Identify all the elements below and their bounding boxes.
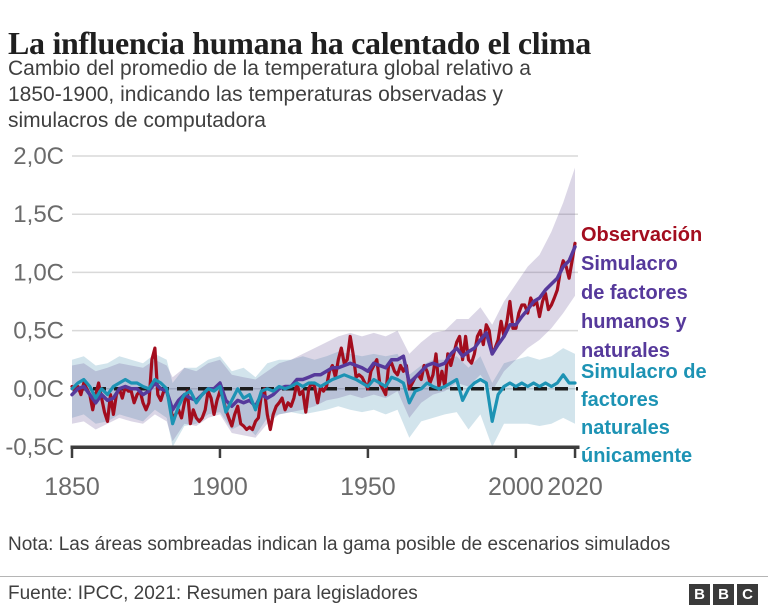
footer-divider [0,576,768,577]
svg-text:1950: 1950 [340,473,396,501]
svg-text:1900: 1900 [192,473,248,501]
svg-text:1,5C: 1,5C [13,201,64,228]
footnote: Nota: Las áreas sombreadas indican la ga… [8,534,671,555]
y-tick-labels: 2,0C 1,5C 1,0C 0,5C 0,0C -0,5C [5,143,64,461]
band-rango-simulado-naturales [72,348,575,447]
legend-simulacro-naturales: Simulacro de factores naturales únicamen… [581,361,707,467]
x-tick-labels: 1850 1900 1950 2000 2020 [44,473,603,501]
svg-text:-0,5C: -0,5C [5,434,64,461]
svg-text:0,0C: 0,0C [13,376,64,403]
line-simulacro-naturales [70,373,577,426]
legend-observacion: Observación [581,224,703,246]
bbc-logo-letter: B [689,583,710,605]
bbc-logo-letter: B [713,583,734,605]
svg-text:0,5C: 0,5C [13,318,64,345]
x-axis [70,445,580,458]
band-rango-simulado-humanos-naturales [72,167,575,442]
bbc-logo-letter: C [737,583,758,605]
scenario-bands [72,167,575,447]
svg-text:1,0C: 1,0C [13,259,64,286]
svg-text:1850: 1850 [44,473,100,501]
series-lines [70,241,577,432]
svg-text:2000: 2000 [488,473,544,501]
source-text: Fuente: IPCC, 2021: Resumen para legisla… [8,583,418,604]
svg-text:2,0C: 2,0C [13,143,64,170]
legend-simulacro-humanos-naturales: Simulacro de factores humanos y naturale… [581,253,688,362]
footer: Fuente: IPCC, 2021: Resumen para legisla… [8,582,758,606]
svg-text:2020: 2020 [547,473,603,501]
line-simulacro-humanos-naturales [70,245,577,412]
page-title: La influencia humana ha calentado el cli… [8,25,591,62]
chart-subtitle: Cambio del promedio de la temperatura gl… [8,57,531,132]
bbc-logo: B B C [689,583,758,605]
